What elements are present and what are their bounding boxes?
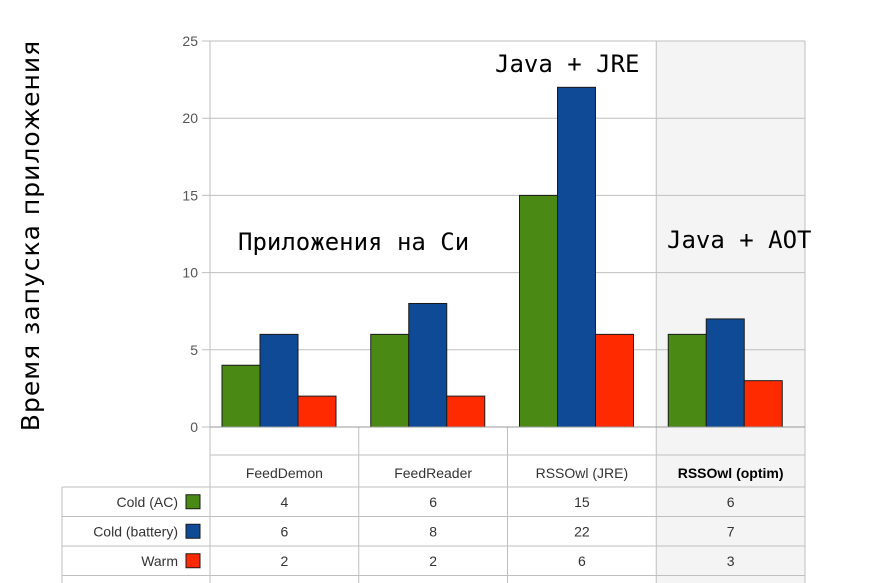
- legend-label: Warm: [141, 553, 178, 569]
- x-tick-label: RSSOwl (JRE): [536, 465, 629, 481]
- legend-label: Cold (battery): [93, 523, 178, 539]
- highlight-column: [656, 41, 805, 583]
- bar-warm: [743, 380, 783, 428]
- bar-cold-battery: [705, 318, 745, 428]
- table-cell: 2: [280, 553, 288, 569]
- x-tick-label: FeedDemon: [246, 465, 323, 481]
- bar-cold-ac: [221, 364, 261, 428]
- legend-swatch: [185, 553, 201, 569]
- y-tick-label: 0: [190, 419, 198, 435]
- bar-cold-battery: [557, 86, 596, 428]
- y-tick-label: 10: [182, 265, 198, 281]
- table-cell: 7: [727, 523, 735, 539]
- bar-warm: [446, 395, 486, 428]
- table-cell: 3: [727, 553, 735, 569]
- table-cell: 6: [429, 494, 437, 510]
- annotation-java-aot: Java + AOT: [667, 226, 812, 254]
- table-cell: 2: [429, 553, 437, 569]
- y-tick-label: 5: [190, 342, 198, 358]
- bar-warm: [297, 395, 337, 428]
- table-cell: 6: [727, 494, 735, 510]
- legend-swatch: [185, 523, 201, 539]
- table-cell: 22: [574, 523, 590, 539]
- x-tick-label: RSSOwl (optim): [678, 465, 784, 481]
- table-cell: 4: [280, 494, 288, 510]
- table-cell: 15: [574, 494, 590, 510]
- y-tick-label: 25: [182, 33, 198, 49]
- y-tick-label: 15: [182, 187, 198, 203]
- bar-cold-ac: [519, 194, 558, 428]
- bar-cold-battery: [259, 333, 299, 428]
- legend-swatch: [185, 494, 201, 510]
- bar-cold-ac: [370, 333, 410, 428]
- table-cell: 8: [429, 523, 437, 539]
- bar-cold-battery: [408, 302, 448, 428]
- table-cell: 6: [280, 523, 288, 539]
- annotation-java-jre: Java + JRE: [495, 50, 640, 78]
- x-tick-label: FeedReader: [394, 465, 472, 481]
- bar-warm: [595, 333, 634, 428]
- y-tick-label: 20: [182, 110, 198, 126]
- bar-cold-ac: [667, 333, 707, 428]
- legend-label: Cold (AC): [117, 494, 178, 510]
- annotation-c-apps: Приложения на Си: [238, 228, 470, 256]
- table-cell: 6: [578, 553, 586, 569]
